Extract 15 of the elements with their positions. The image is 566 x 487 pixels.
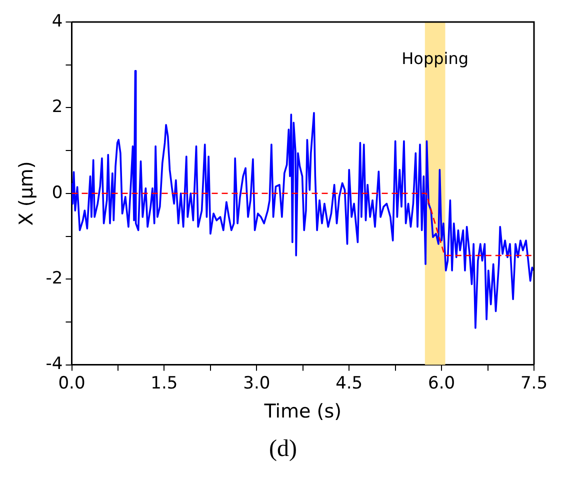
band-label: Hopping bbox=[402, 49, 469, 68]
x-axis-title: Time (s) bbox=[263, 400, 342, 423]
y-axis-title: X (μm) bbox=[15, 161, 38, 226]
y-tick-label: -2 bbox=[46, 268, 63, 289]
text: (d) bbox=[268, 436, 298, 463]
x-tick-label: 3.0 bbox=[243, 373, 270, 394]
y-tick-label: 4 bbox=[52, 11, 63, 32]
y-tick-label: -4 bbox=[46, 354, 63, 374]
y-tick-label: 2 bbox=[52, 97, 63, 118]
x-tick-label: 1.5 bbox=[150, 373, 178, 394]
x-tick-label: 7.5 bbox=[520, 373, 548, 394]
x-tick-label: 4.5 bbox=[336, 373, 363, 394]
x-tick-label: 6.0 bbox=[428, 373, 456, 394]
x-tick-label: 0.0 bbox=[58, 373, 86, 394]
y-tick-label: 0 bbox=[52, 182, 63, 203]
